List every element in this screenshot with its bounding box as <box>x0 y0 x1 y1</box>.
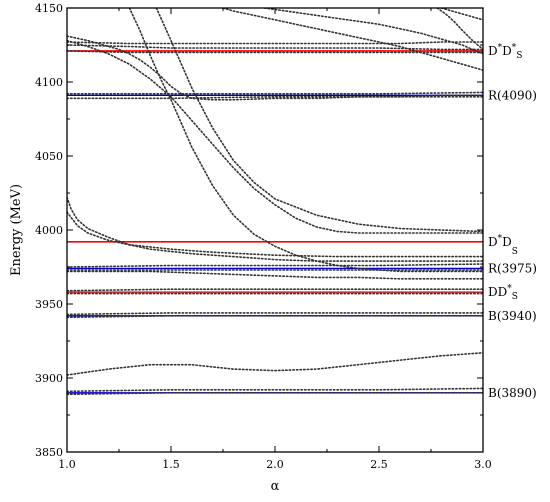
energy-curve <box>67 312 483 316</box>
energy-curve <box>155 8 483 233</box>
energy-curve <box>436 8 483 51</box>
energy-curve <box>67 96 483 100</box>
y-tick-label: 3900 <box>35 372 63 385</box>
resonance-label: R(3975) <box>488 261 537 275</box>
x-tick-label: 1.5 <box>162 458 180 471</box>
energy-curve <box>67 41 483 45</box>
energy-curve <box>67 39 483 234</box>
x-tick-label: 1.0 <box>58 458 76 471</box>
y-tick-label: 4150 <box>35 2 63 15</box>
y-tick-label: 4100 <box>35 76 63 89</box>
threshold-label: DD*S <box>488 284 518 302</box>
energy-curve <box>440 8 483 21</box>
resonance-label: B(3940) <box>488 309 537 323</box>
y-tick-label: 4050 <box>35 150 63 163</box>
energy-curve <box>67 351 483 376</box>
energy-curve <box>67 288 483 292</box>
energy-curve <box>67 35 483 101</box>
energy-curve <box>67 50 483 54</box>
energy-curve <box>222 8 483 71</box>
energy-curve <box>67 91 483 95</box>
energy-curve <box>128 8 483 273</box>
energy-curve <box>67 211 483 258</box>
y-axis-title: Energy (MeV) <box>9 184 24 276</box>
x-tick-label: 2.0 <box>266 458 284 471</box>
resonance-label: R(4090) <box>488 88 537 102</box>
right-labels: D*D*S D*DS DD*S R(4090) R(3975) B(3940) B(3890… <box>488 43 537 400</box>
energy-curve <box>67 270 483 280</box>
energy-curve <box>67 391 483 396</box>
y-tick-label: 4000 <box>35 224 63 237</box>
energy-curve <box>263 8 483 55</box>
energy-curve <box>67 387 483 393</box>
resonance-label: B(3890) <box>488 386 537 400</box>
axis-ticks: 1.0 1.5 2.0 2.5 3.0 3850 3900 3950 4000 4050 4100 4… <box>35 2 492 471</box>
energy-curve <box>67 314 483 319</box>
energy-curve <box>67 196 483 262</box>
x-tick-label: 2.5 <box>370 458 388 471</box>
energy-curve <box>67 44 483 51</box>
energy-curve <box>67 263 483 268</box>
y-tick-label: 3850 <box>35 446 63 459</box>
x-tick-label: 3.0 <box>474 458 492 471</box>
energy-curves <box>67 8 483 396</box>
x-axis-title: α <box>271 479 280 494</box>
threshold-lines <box>67 50 483 394</box>
y-tick-label: 3950 <box>35 298 63 311</box>
threshold-label: D*D*S <box>488 43 522 61</box>
threshold-label: D*DS <box>488 234 518 257</box>
